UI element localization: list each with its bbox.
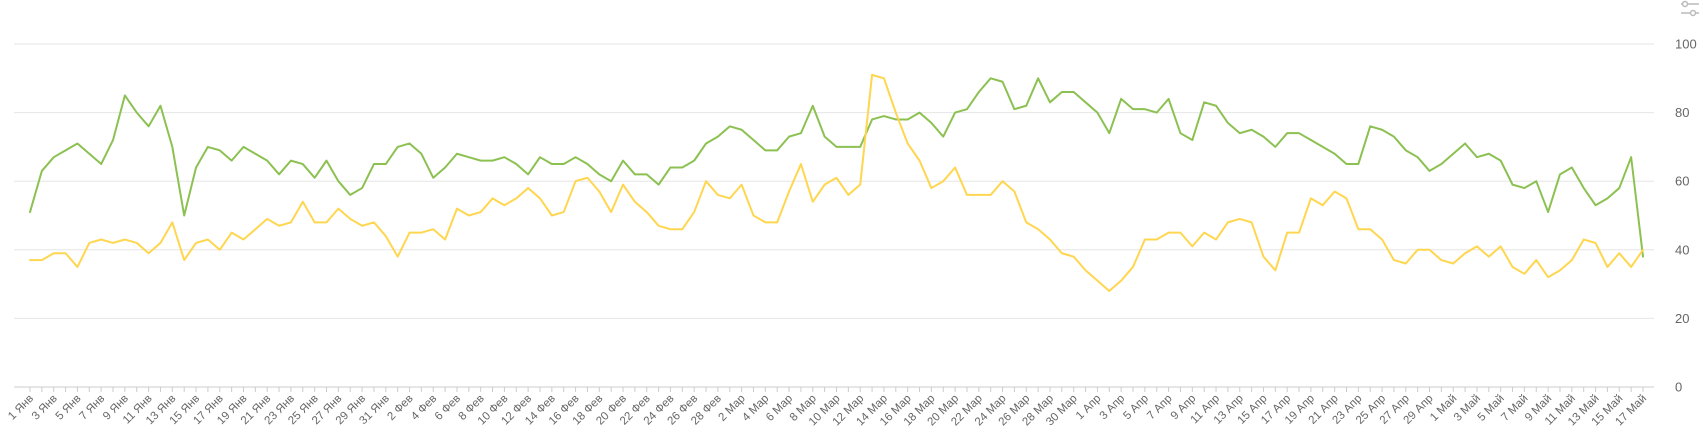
x-tick-label: 3 Янв xyxy=(30,393,60,423)
x-tick-label: 7 Апр xyxy=(1145,393,1175,423)
sliders-icon[interactable] xyxy=(1679,0,1701,22)
x-tick-label: 3 Апр xyxy=(1098,393,1128,423)
y-tick-label: 80 xyxy=(1675,105,1689,120)
x-tick-label: 4 Фев xyxy=(409,393,439,423)
y-tick-label: 0 xyxy=(1675,380,1682,395)
series-line-2[interactable] xyxy=(29,73,1644,292)
x-tick-label: 2 Фев xyxy=(385,393,415,423)
y-axis-labels: 0 20 40 60 80 100 xyxy=(1675,37,1697,395)
x-tick-label: 7 Янв xyxy=(77,393,107,423)
y-tick-label: 60 xyxy=(1675,174,1689,189)
y-tick-label: 40 xyxy=(1675,242,1689,257)
y-tick-label: 20 xyxy=(1675,311,1689,326)
x-tick-label: 5 Янв xyxy=(54,393,84,423)
x-tick-label: 5 Апр xyxy=(1121,393,1151,423)
y-tick-label: 100 xyxy=(1675,37,1697,52)
x-tick-label: 6 Фев xyxy=(433,393,463,423)
x-tick-label: 1 Янв xyxy=(6,393,36,423)
gridlines xyxy=(14,43,1654,319)
series-line-1[interactable] xyxy=(29,77,1644,258)
x-tick-label: 1 Апр xyxy=(1074,393,1104,423)
series-lines xyxy=(29,73,1644,292)
